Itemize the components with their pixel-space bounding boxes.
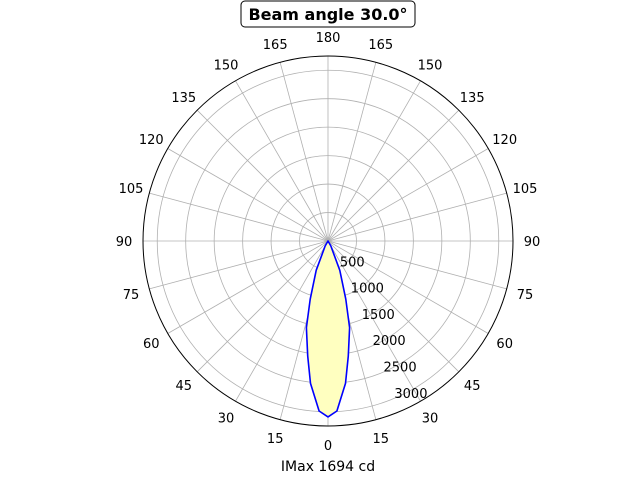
angle-gridline xyxy=(327,240,507,290)
angle-gridline xyxy=(327,148,489,242)
angle-gridline xyxy=(327,192,507,242)
angle-tick-label: 180 xyxy=(316,31,341,46)
angle-gridline xyxy=(327,109,460,242)
radial-tick-label: 1500 xyxy=(362,308,395,323)
angle-gridline xyxy=(167,148,329,242)
angle-tick-label: 90 xyxy=(116,235,133,250)
angle-tick-label: 75 xyxy=(517,288,534,303)
title-box xyxy=(240,0,416,28)
angle-gridline xyxy=(327,62,377,242)
angle-tick-label: 120 xyxy=(139,133,164,148)
angle-gridline xyxy=(196,109,329,242)
angle-tick-label: 150 xyxy=(214,58,239,73)
angle-tick-label: 75 xyxy=(123,288,140,303)
angle-tick-label: 15 xyxy=(373,432,390,447)
outer-frame xyxy=(142,55,514,427)
angle-tick-label: 135 xyxy=(460,91,485,106)
radial-tick-label: 3000 xyxy=(394,387,427,402)
angle-tick-label: 165 xyxy=(263,38,288,53)
angle-tick-label: 90 xyxy=(524,235,541,250)
chart-title: Beam angle 30.0° xyxy=(248,5,407,24)
angle-tick-label: 30 xyxy=(218,412,235,427)
angle-tick-label: 0 xyxy=(324,439,332,454)
angle-tick-label: 15 xyxy=(267,432,284,447)
angle-gridline xyxy=(149,240,329,290)
angle-tick-label: 150 xyxy=(418,58,443,73)
angle-gridline xyxy=(196,240,329,373)
angle-gridline xyxy=(327,240,421,402)
angle-gridline xyxy=(235,80,329,242)
radial-tick-label: 2000 xyxy=(373,334,406,349)
series-fill xyxy=(306,241,350,417)
angle-gridline xyxy=(327,80,421,242)
angle-tick-label: 120 xyxy=(492,133,517,148)
radial-tick-label: 1000 xyxy=(351,282,384,297)
angle-tick-label: 135 xyxy=(171,91,196,106)
angle-gridline xyxy=(167,240,329,334)
angle-tick-label: 30 xyxy=(422,412,439,427)
angle-tick-label: 165 xyxy=(368,38,393,53)
series-line xyxy=(305,240,351,418)
angle-tick-label: 105 xyxy=(513,182,538,197)
angle-gridline xyxy=(149,192,329,242)
angle-tick-label: 45 xyxy=(464,379,481,394)
angle-gridline xyxy=(327,240,460,373)
angle-tick-label: 60 xyxy=(143,337,160,352)
angle-tick-label: 105 xyxy=(119,182,144,197)
angle-gridline xyxy=(327,240,489,334)
angle-tick-label: 60 xyxy=(496,337,513,352)
angle-gridline xyxy=(279,62,329,242)
series xyxy=(305,240,351,418)
radial-tick-label: 2500 xyxy=(384,361,417,376)
angle-tick-label: 45 xyxy=(176,379,193,394)
x-axis-label: IMax 1694 cd xyxy=(281,459,375,475)
tick-labels: 0 15 30 45 60 75 90 105 120 135 150 165 180 165 150 135… xyxy=(116,31,541,454)
radial-tick-label: 500 xyxy=(340,255,365,270)
angle-gridline xyxy=(235,240,329,402)
